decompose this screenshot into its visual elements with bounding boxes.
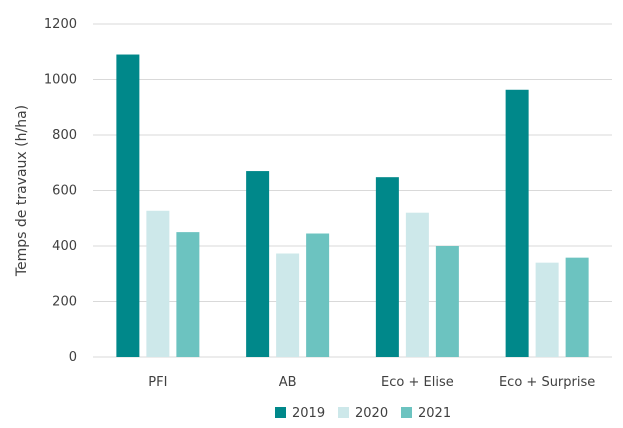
y-tick-label: 1200 [44, 17, 77, 32]
bar-2021-eco-elise [435, 246, 459, 357]
x-category-label: Eco + Surprise [499, 375, 595, 390]
x-category-label: Eco + Elise [381, 375, 454, 390]
legend-label-2021: 2021 [418, 406, 451, 421]
x-category-label: PFI [148, 375, 167, 390]
bar-2019-eco-elise [375, 177, 399, 357]
y-tick-label: 800 [52, 128, 77, 143]
y-tick-label: 200 [52, 295, 77, 310]
x-category-label: AB [279, 375, 297, 390]
legend-swatch-2019 [275, 407, 286, 418]
y-axis-title: Temps de travaux (h/ha) [14, 105, 30, 277]
legend: 2019 2020 2021 [275, 406, 451, 421]
y-tick-label: 600 [52, 184, 77, 199]
y-tick-label: 400 [52, 239, 77, 254]
bar-2020-pfi [146, 210, 170, 357]
gridlines [93, 23, 612, 358]
legend-swatch-2020 [338, 407, 349, 418]
bar-2019-eco-surprise [505, 89, 529, 357]
bar-2021-eco-surprise [565, 257, 589, 357]
bar-2019-pfi [116, 54, 140, 358]
bar-2020-eco-surprise [535, 262, 559, 357]
y-tick-label: 0 [69, 350, 77, 365]
y-tick-label: 1000 [44, 73, 77, 88]
legend-label-2019: 2019 [292, 406, 325, 421]
x-axis-labels: PFI AB Eco + Elise Eco + Surprise [148, 375, 595, 390]
bars [116, 54, 589, 358]
bar-2020-eco-elise [405, 212, 429, 357]
legend-label-2020: 2020 [355, 406, 388, 421]
bar-2021-pfi [176, 232, 200, 357]
bar-2021-ab [306, 233, 330, 357]
y-axis-ticks: 0 200 400 600 800 1000 1200 [44, 17, 77, 365]
legend-swatch-2021 [401, 407, 412, 418]
bar-2020-ab [276, 253, 300, 357]
bar-2019-ab [246, 171, 270, 357]
